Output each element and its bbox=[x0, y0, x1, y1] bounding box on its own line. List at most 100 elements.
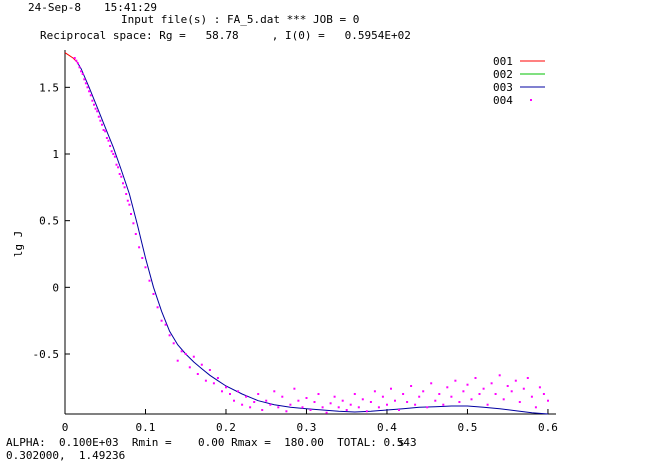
data-point bbox=[450, 395, 453, 398]
data-point bbox=[86, 86, 89, 89]
data-point bbox=[249, 406, 252, 409]
data-point bbox=[105, 137, 108, 139]
data-point bbox=[494, 393, 497, 395]
data-point bbox=[430, 382, 433, 385]
data-point bbox=[241, 403, 244, 406]
data-point bbox=[97, 115, 100, 118]
data-point bbox=[526, 377, 529, 379]
data-point bbox=[337, 406, 340, 409]
data-point bbox=[518, 401, 521, 403]
data-point bbox=[349, 403, 352, 406]
x-tick-label: 0.4 bbox=[377, 421, 397, 434]
series-line-003 bbox=[76, 61, 549, 415]
data-point bbox=[245, 395, 248, 398]
header-date: 24-Sep-8 bbox=[28, 1, 81, 14]
data-point bbox=[386, 403, 388, 406]
data-point bbox=[76, 62, 79, 65]
y-tick-label: 1.5 bbox=[39, 81, 59, 94]
data-point bbox=[253, 401, 256, 403]
data-point bbox=[78, 66, 81, 69]
y-tick-label: -0.5 bbox=[33, 348, 60, 361]
data-point bbox=[126, 199, 129, 202]
data-point bbox=[212, 382, 215, 385]
data-point bbox=[482, 387, 485, 390]
data-point bbox=[125, 193, 128, 195]
x-tick-label: 0.1 bbox=[136, 421, 156, 434]
data-point bbox=[418, 395, 421, 398]
data-point bbox=[542, 393, 545, 395]
data-point bbox=[112, 153, 115, 155]
data-point bbox=[257, 393, 260, 395]
legend-swatch-004 bbox=[530, 99, 532, 101]
data-point bbox=[123, 186, 126, 189]
data-point bbox=[486, 403, 489, 406]
data-point bbox=[534, 406, 537, 409]
data-point bbox=[325, 411, 328, 414]
data-point bbox=[365, 410, 368, 413]
y-axis-ticks: 1.5 1 0.5 0 -0.5 bbox=[33, 81, 70, 361]
data-point bbox=[192, 355, 195, 358]
data-point bbox=[138, 246, 141, 249]
data-point bbox=[180, 350, 183, 353]
data-point bbox=[434, 399, 437, 402]
data-point bbox=[398, 409, 400, 411]
data-point bbox=[110, 150, 113, 153]
data-point bbox=[261, 409, 264, 411]
data-point bbox=[113, 155, 116, 158]
data-point bbox=[233, 399, 235, 402]
data-point bbox=[101, 123, 103, 126]
data-point bbox=[341, 399, 344, 402]
data-point bbox=[547, 399, 549, 402]
data-point bbox=[81, 73, 84, 75]
data-point bbox=[345, 409, 348, 411]
data-point bbox=[538, 386, 541, 389]
header-time: 15:41:29 bbox=[104, 1, 157, 14]
data-point bbox=[369, 401, 372, 403]
data-point bbox=[225, 386, 227, 389]
data-point bbox=[514, 379, 517, 382]
x-tick-label: 0.2 bbox=[216, 421, 236, 434]
data-point bbox=[530, 395, 533, 398]
data-point bbox=[160, 319, 163, 322]
data-point bbox=[176, 359, 179, 362]
data-point bbox=[522, 387, 525, 390]
data-point bbox=[196, 373, 199, 375]
data-point bbox=[184, 353, 187, 355]
data-point bbox=[83, 78, 86, 81]
series-001 bbox=[64, 52, 78, 63]
data-point bbox=[490, 382, 493, 385]
legend-label-001: 001 bbox=[493, 55, 513, 68]
data-point bbox=[273, 390, 276, 393]
data-point bbox=[498, 374, 501, 377]
data-point bbox=[96, 110, 99, 113]
data-point bbox=[132, 222, 135, 225]
data-point bbox=[510, 390, 513, 393]
header-input-files: Input file(s) : FA_5.dat *** JOB = 0 bbox=[121, 13, 360, 26]
data-point bbox=[84, 82, 87, 85]
data-point bbox=[94, 107, 97, 110]
data-point bbox=[118, 173, 121, 175]
data-point bbox=[168, 334, 171, 337]
data-point bbox=[204, 379, 207, 382]
data-point bbox=[478, 393, 481, 395]
data-point bbox=[117, 166, 120, 169]
data-point bbox=[144, 266, 147, 269]
data-point bbox=[104, 130, 107, 133]
data-point bbox=[474, 377, 477, 379]
data-point bbox=[265, 399, 268, 402]
data-point bbox=[128, 203, 131, 206]
data-point bbox=[442, 403, 445, 406]
data-point bbox=[88, 90, 91, 93]
header-reciprocal-space: Reciprocal space: Rg = 58.78 , I(0) = 0.… bbox=[40, 29, 411, 42]
data-point bbox=[102, 129, 105, 131]
data-point bbox=[152, 293, 155, 295]
data-point bbox=[381, 395, 384, 398]
data-point bbox=[406, 401, 409, 403]
data-point bbox=[130, 213, 132, 215]
data-point bbox=[454, 379, 457, 382]
series-004 bbox=[73, 57, 549, 414]
data-point bbox=[208, 369, 211, 371]
data-point bbox=[285, 410, 288, 413]
y-tick-label: 1 bbox=[52, 148, 59, 161]
